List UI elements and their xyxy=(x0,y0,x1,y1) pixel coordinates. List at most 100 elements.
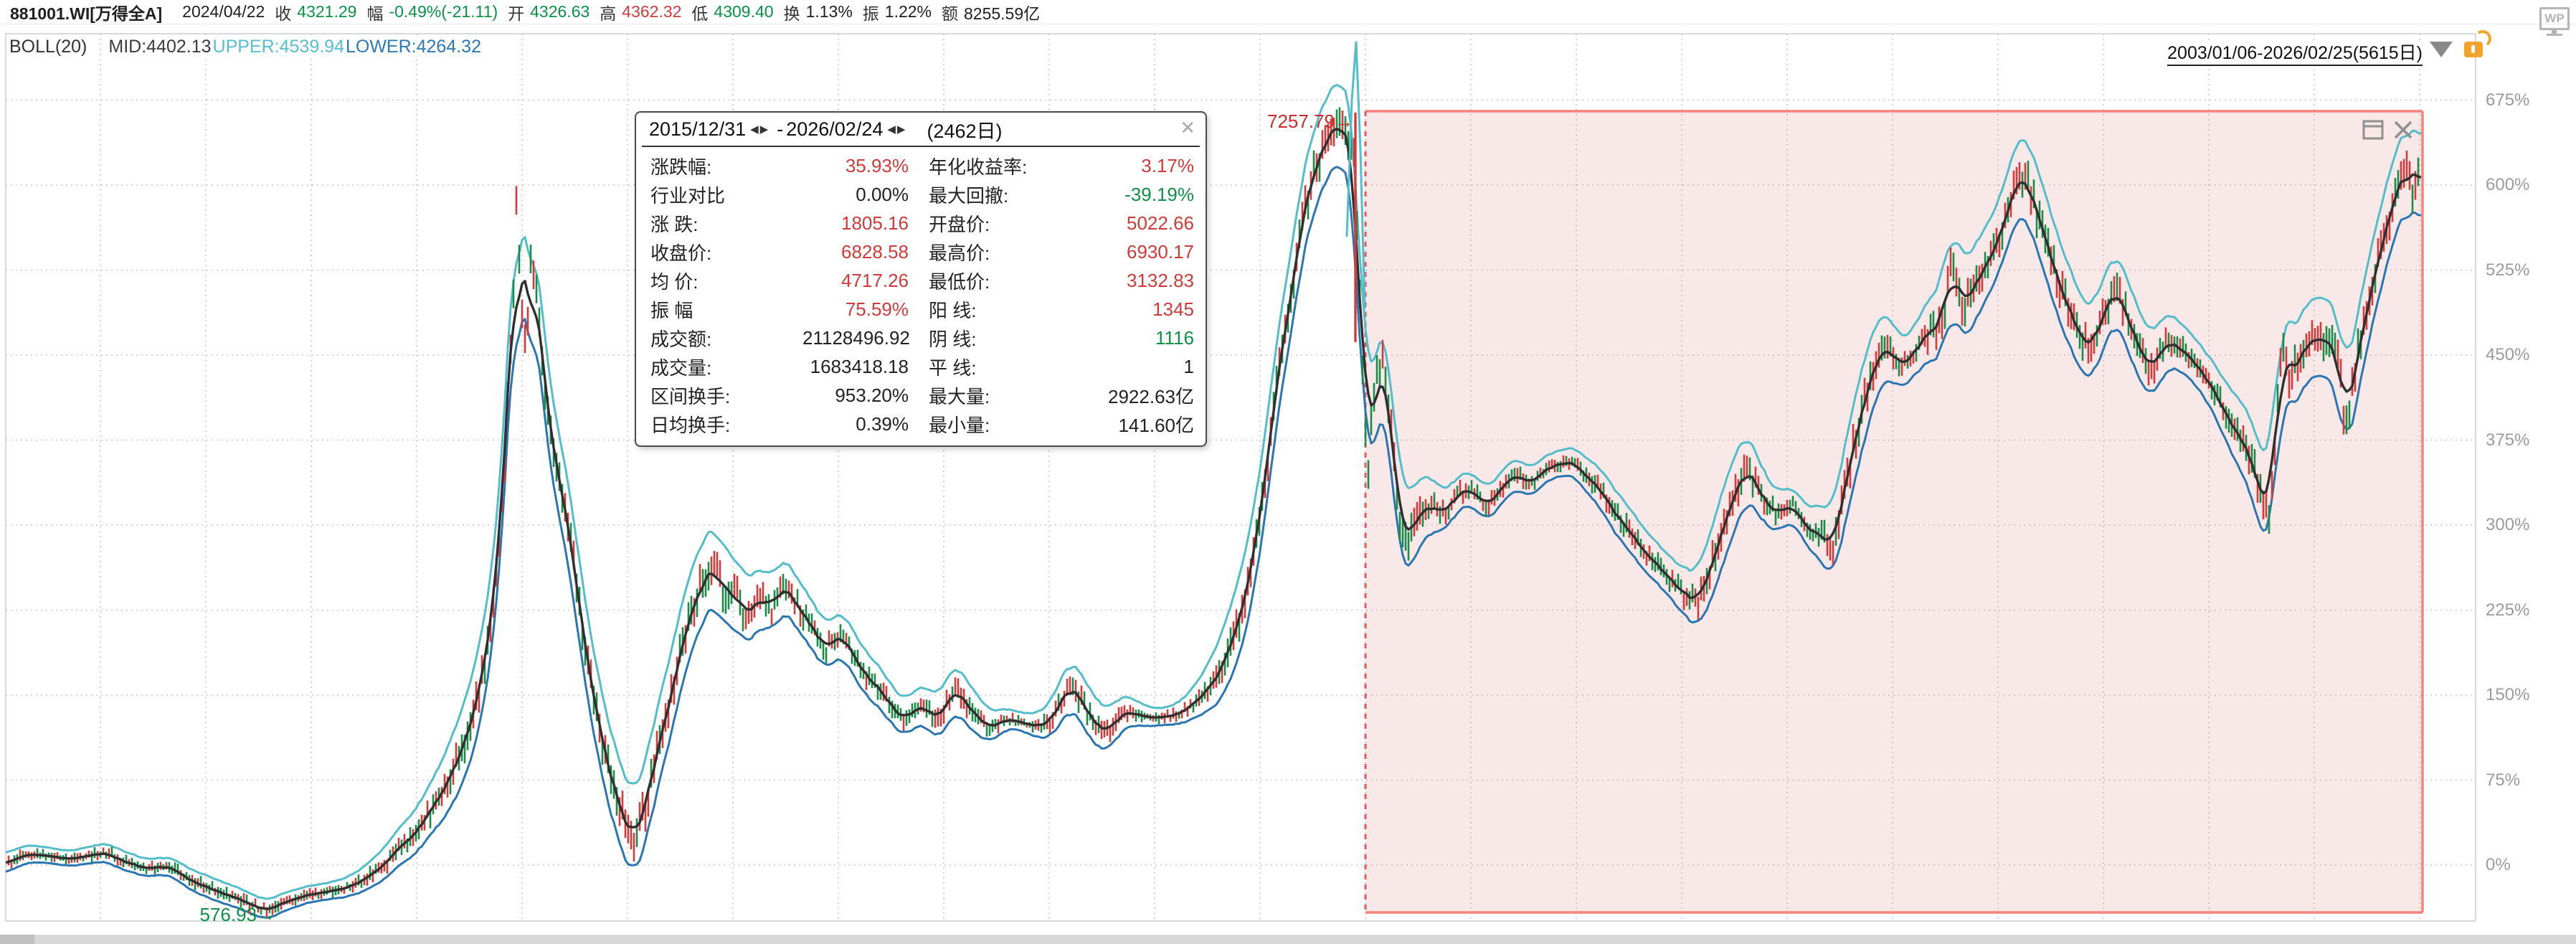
stat-label: 成交量: xyxy=(650,357,712,379)
boll-legend-item: BOLL(20) xyxy=(9,35,88,58)
stat-label: 阴 线: xyxy=(929,328,977,350)
popup-stats-table: 涨跌幅: 35.93% 年化收益率: 3.17% 行业对比 0.00% 最大回撤: -39.1… xyxy=(636,147,1206,438)
stat-label: 均 价: xyxy=(650,270,699,293)
quote-field: 幅 xyxy=(366,4,384,23)
popup-stat-row: 行业对比 0.00% 最大回撤: -39.19% xyxy=(650,180,1194,209)
quote-field: 额 xyxy=(942,4,958,23)
stat-value: 35.93% xyxy=(845,154,909,176)
stat-label: 平 线: xyxy=(929,357,977,379)
popup-end-date: 2026/02/24 xyxy=(786,118,884,140)
quote-field: 换 xyxy=(783,4,800,23)
quote-field: -0.49%(-21.11) xyxy=(389,2,498,21)
stat-label: 年化收益率: xyxy=(929,156,1028,178)
popup-close-icon[interactable]: ✕ xyxy=(1180,117,1195,138)
stat-label: 最高价: xyxy=(929,242,990,264)
y-axis-tick-label: 300% xyxy=(2486,515,2530,534)
stat-value: 1683418.18 xyxy=(810,355,909,377)
stat-value: 5022.66 xyxy=(1127,212,1194,234)
stat-value: 21128496.92 xyxy=(802,326,910,349)
stat-value: 953.20% xyxy=(835,384,909,406)
scrollbar-thumb[interactable] xyxy=(0,935,34,944)
quote-field: 4309.40 xyxy=(714,2,774,21)
y-axis-tick-label: 0% xyxy=(2486,855,2511,874)
popup-stat-row: 均 价: 4717.26 最低价: 3132.83 xyxy=(650,266,1194,295)
quote-field: 低 xyxy=(691,4,709,23)
close-price-line xyxy=(5,128,2422,910)
stat-label: 涨跌幅: xyxy=(650,156,712,178)
stat-label: 阳 线: xyxy=(929,299,977,321)
quote-field: 4326.63 xyxy=(530,2,590,21)
y-axis-tick-label: 225% xyxy=(2486,600,2530,620)
stat-label: 日均换手: xyxy=(650,414,731,436)
selection-region xyxy=(1365,111,2423,912)
end-date-stepper-icon[interactable]: ◀▶ xyxy=(887,123,907,136)
stat-label: 收盘价: xyxy=(650,242,712,264)
stat-label: 最小量: xyxy=(929,414,990,436)
stat-label: 成交额: xyxy=(650,328,712,350)
horizontal-scrollbar[interactable] xyxy=(0,935,2576,944)
popup-stat-row: 振 幅 75.59% 阳 线: 1345 xyxy=(650,295,1194,324)
popup-stat-row: 涨跌幅: 35.93% 年化收益率: 3.17% xyxy=(650,151,1194,180)
stat-value: 1805.16 xyxy=(841,212,909,234)
quote-bar: 881001.WI[万得全A] 2024/04/22 收 4321.29 幅 -0.49%… xyxy=(10,0,2563,24)
wp-monitor-stand xyxy=(2552,30,2557,34)
quote-field: 1.13% xyxy=(805,2,853,21)
popup-stat-row: 收盘价: 6828.58 最高价: 6930.17 xyxy=(650,237,1194,266)
lock-keyhole xyxy=(2471,45,2475,53)
stat-label: 最大量: xyxy=(929,385,990,407)
y-axis-tick-label: 150% xyxy=(2486,685,2530,704)
bollinger-upper-line xyxy=(5,84,2422,900)
stat-label: 振 幅 xyxy=(650,299,693,321)
y-axis-tick-label: 375% xyxy=(2486,430,2530,450)
boll-indicator-legend: BOLL(20) MID:4402.13 UPPER:4539.94 LOWER:42… xyxy=(9,35,482,58)
stat-value: 75.59% xyxy=(845,298,909,320)
popup-separator xyxy=(642,146,1200,147)
quote-field: 2024/04/22 xyxy=(182,2,265,21)
start-date-stepper-icon[interactable]: ◀▶ xyxy=(750,123,770,136)
boll-legend-item: MID:4402.13 xyxy=(108,35,212,58)
quote-field: 4362.32 xyxy=(622,2,682,21)
wp-monitor-icon[interactable]: WP xyxy=(2539,7,2570,37)
popup-stat-row: 区间换手: 953.20% 最大量: 2922.63亿 xyxy=(650,381,1194,410)
upper-band-spike xyxy=(1345,41,1366,309)
bollinger-lower-line xyxy=(5,166,2422,919)
quote-field: 8255.59亿 xyxy=(964,4,1041,23)
quote-field: 收 xyxy=(275,4,292,23)
region-close-icon[interactable] xyxy=(2392,119,2414,141)
popup-day-count: (2462日) xyxy=(927,120,1003,142)
stat-value: 0.39% xyxy=(856,412,909,435)
range-dropdown-icon[interactable] xyxy=(2430,42,2453,57)
popup-stat-row: 日均换手: 0.39% 最小量: 141.60亿 xyxy=(650,410,1194,438)
stat-value: 3132.83 xyxy=(1127,269,1194,291)
stat-value: 141.60亿 xyxy=(1118,414,1194,436)
range-stats-popup[interactable]: 2015/12/31 ◀▶ - 2026/02/24 ◀▶ (2462日) ✕ … xyxy=(635,111,1207,447)
stat-value: 1 xyxy=(1183,355,1194,377)
popup-stat-row: 成交额: 21128496.92 阴 线: 1116 xyxy=(650,324,1194,352)
quote-field: 开 xyxy=(508,4,525,23)
stat-label: 开盘价: xyxy=(929,213,990,235)
stat-value: 2922.63亿 xyxy=(1108,385,1194,407)
stat-label: 涨 跌: xyxy=(650,213,699,235)
popup-date-dash: - xyxy=(777,118,784,140)
date-range-link[interactable]: 2003/01/06-2026/02/25(5615日) xyxy=(2167,43,2423,66)
stat-value: 0.00% xyxy=(856,183,909,205)
stat-label: 区间换手: xyxy=(650,385,731,407)
stat-value: 4717.26 xyxy=(841,269,909,291)
stat-value: 6930.17 xyxy=(1127,240,1194,263)
quote-field: 881001.WI[万得全A] xyxy=(10,4,163,23)
y-axis-tick-label: 75% xyxy=(2486,770,2521,790)
stat-value: 1345 xyxy=(1152,298,1194,320)
stat-label: 最低价: xyxy=(929,270,990,293)
unlock-icon[interactable] xyxy=(2464,29,2493,60)
date-range-link-wrap: 2003/01/06-2026/02/25(5615日) xyxy=(2107,39,2423,66)
stat-label: 行业对比 xyxy=(650,184,726,207)
popup-start-date: 2015/12/31 xyxy=(649,118,747,140)
y-axis-tick-label: 525% xyxy=(2486,260,2530,280)
popup-stat-row: 涨 跌: 1805.16 开盘价: 5022.66 xyxy=(650,209,1194,237)
y-axis-tick-label: 450% xyxy=(2486,345,2530,364)
plot-border xyxy=(5,33,2476,922)
region-restore-window-icon[interactable] xyxy=(2362,119,2384,141)
stat-value: -39.19% xyxy=(1124,183,1194,205)
wp-monitor-base xyxy=(2547,34,2562,36)
